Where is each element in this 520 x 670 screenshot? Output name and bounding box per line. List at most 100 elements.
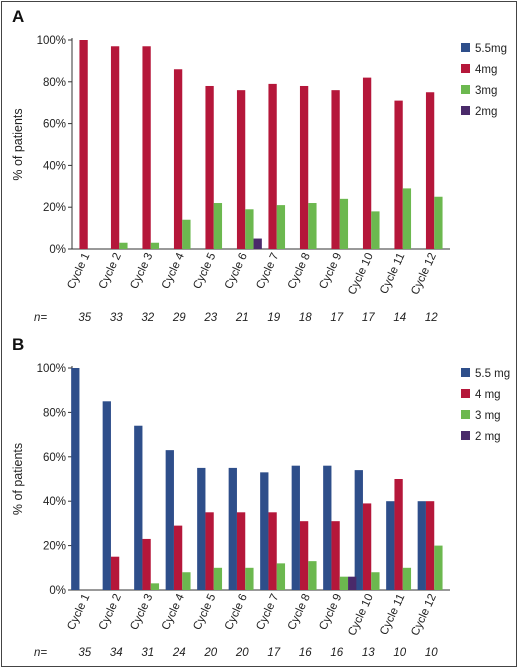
x-category-label: Cycle 9	[317, 592, 344, 632]
bar-2mg	[348, 576, 357, 590]
bar-4mg	[205, 512, 214, 590]
x-category-label: Cycle 7	[254, 251, 281, 291]
n-value: 16	[330, 647, 343, 659]
legend-label: 3mg	[475, 85, 497, 97]
bar-4mg	[331, 521, 340, 590]
n-value: 23	[203, 312, 217, 324]
n-value: 35	[78, 647, 91, 659]
bar-4mg	[110, 46, 120, 249]
bar-3mg	[245, 209, 254, 249]
bar-5.5mg	[71, 368, 80, 590]
legend-label: 3 mg	[475, 410, 501, 422]
y-tick-label: 80%	[43, 407, 66, 419]
bar-4mg	[425, 92, 435, 249]
y-axis-label: % of patients	[11, 443, 25, 515]
bar-3mg	[339, 198, 349, 249]
n-value: 34	[110, 647, 123, 659]
x-category-label: Cycle 12	[409, 251, 439, 297]
n-value: 21	[235, 312, 249, 324]
n-value: 10	[425, 647, 438, 659]
bar-3mg	[276, 563, 286, 590]
bar-3mg	[308, 561, 317, 590]
legend-swatch	[461, 368, 470, 377]
n-label: n=	[34, 312, 47, 324]
y-tick-label: 60%	[43, 119, 66, 131]
legend-label: 4mg	[475, 64, 497, 76]
n-value: 20	[203, 647, 217, 659]
bar-4mg	[236, 512, 246, 590]
bar-5.5mg	[291, 465, 300, 590]
bar-4mg	[142, 46, 151, 249]
x-category-label: Cycle 4	[160, 251, 187, 291]
y-tick-label: 40%	[43, 160, 66, 172]
legend-swatch	[461, 389, 470, 398]
n-value: 18	[299, 312, 312, 324]
n-value: 35	[78, 312, 91, 324]
y-tick-label: 40%	[43, 496, 66, 508]
y-tick-label: 0%	[49, 585, 66, 597]
legend-swatch	[461, 43, 470, 52]
y-tick-label: 100%	[37, 35, 66, 47]
x-category-label: Cycle 2	[97, 251, 124, 291]
x-category-label: Cycle 12	[409, 592, 439, 638]
x-category-label: Cycle 1	[65, 592, 92, 632]
x-category-label: Cycle 6	[223, 251, 250, 291]
n-value: 20	[235, 647, 249, 659]
bar-4mg	[362, 77, 372, 250]
bar-4mg	[299, 85, 309, 249]
x-category-label: Cycle 9	[317, 251, 344, 291]
bar-5.5mg	[134, 425, 143, 590]
bar-5.5mg	[260, 472, 269, 590]
bar-3mg	[182, 219, 191, 249]
n-value: 31	[141, 647, 154, 659]
n-label: n=	[34, 647, 47, 659]
bar-4mg	[394, 479, 403, 590]
bar-3mg	[434, 196, 443, 249]
x-category-label: Cycle 2	[97, 592, 124, 632]
legend-label: 2mg	[475, 106, 497, 118]
bar-5.5mg	[197, 467, 206, 590]
x-category-label: Cycle 8	[286, 592, 313, 632]
legend-swatch	[461, 410, 470, 419]
bar-4mg	[362, 503, 372, 590]
bar-3mg	[150, 242, 160, 249]
legend-label: 2 mg	[475, 431, 501, 443]
x-category-label: Cycle 8	[286, 251, 313, 291]
legend-label: 5.5mg	[475, 43, 507, 55]
panel-letter: A	[12, 7, 24, 26]
bar-5.5mg	[323, 465, 332, 590]
bar-4mg	[268, 512, 277, 590]
bar-3mg	[213, 203, 223, 249]
bar-5.5mg	[354, 470, 363, 590]
n-value: 10	[393, 647, 406, 659]
bar-3mg	[402, 188, 412, 249]
bar-3mg	[371, 211, 380, 249]
bar-5.5mg	[417, 501, 426, 590]
bar-5.5mg	[228, 467, 237, 590]
y-tick-label: 20%	[43, 541, 66, 553]
bar-3mg	[182, 572, 191, 590]
bar-4mg	[142, 538, 151, 590]
x-category-label: Cycle 3	[128, 592, 155, 632]
legend-swatch	[461, 85, 470, 94]
x-category-label: Cycle 11	[378, 251, 407, 296]
bar-4mg	[110, 556, 120, 590]
x-category-label: Cycle 1	[65, 251, 92, 291]
x-category-label: Cycle 10	[346, 592, 376, 638]
n-value: 17	[267, 647, 280, 659]
n-value: 32	[141, 312, 154, 324]
y-tick-label: 20%	[43, 202, 66, 214]
n-value: 33	[110, 312, 123, 324]
n-value: 13	[362, 647, 375, 659]
n-value: 16	[299, 647, 312, 659]
bar-4mg	[425, 501, 435, 590]
n-value: 12	[425, 312, 438, 324]
x-category-label: Cycle 6	[223, 592, 250, 632]
legend-swatch	[461, 431, 470, 440]
bar-4mg	[299, 521, 309, 590]
bar-4mg	[394, 100, 403, 249]
n-value: 14	[393, 312, 406, 324]
